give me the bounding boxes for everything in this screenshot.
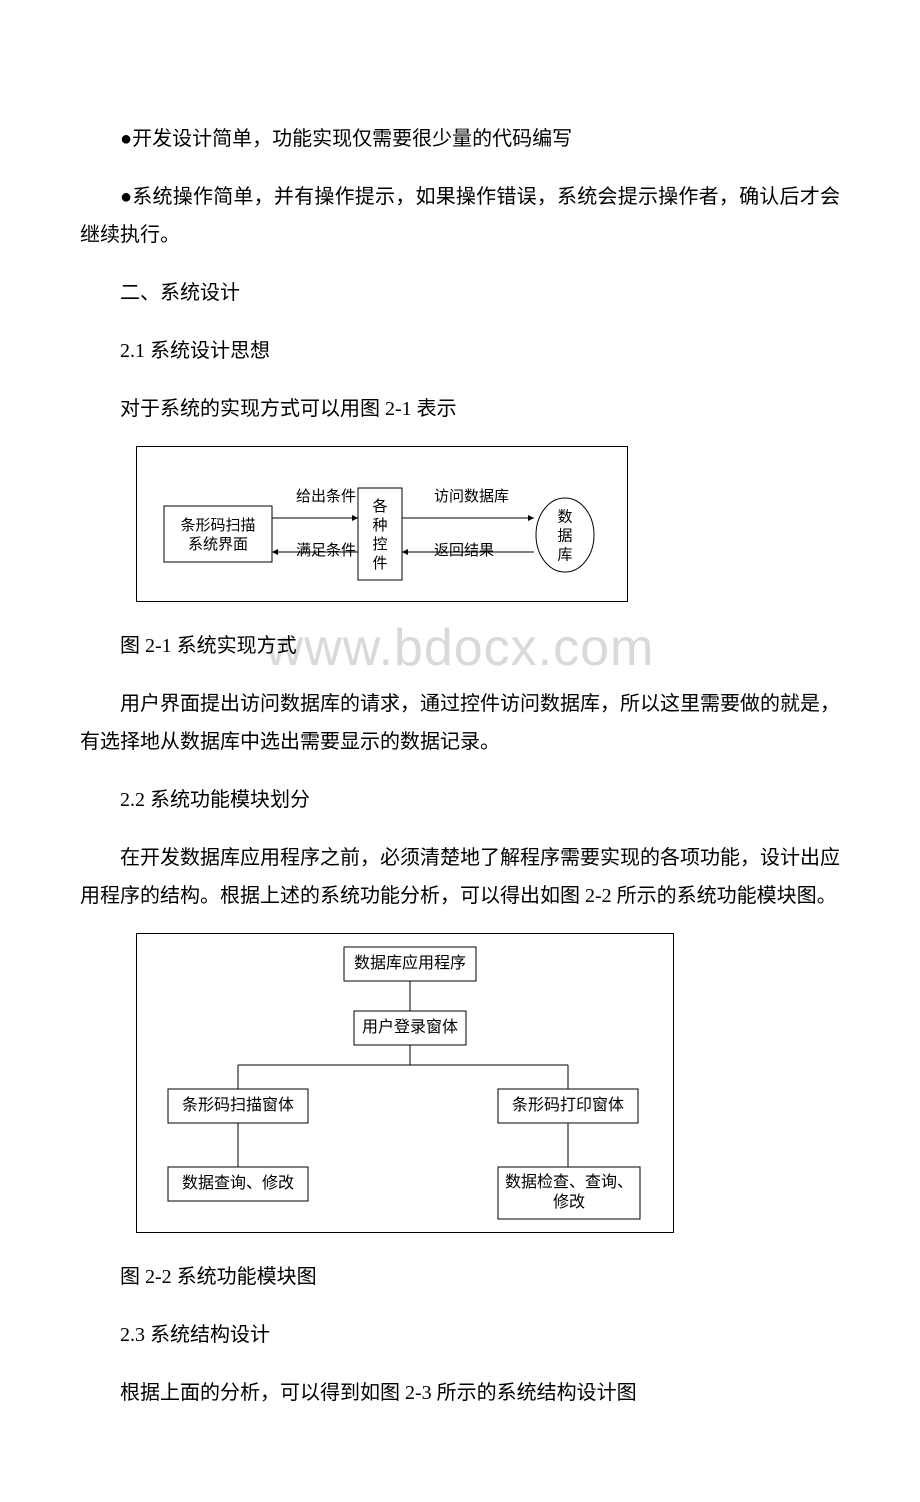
svg-text:库: 库 (557, 547, 572, 564)
figure-caption: 图 2-1 系统实现方式 (80, 627, 840, 665)
svg-text:条形码打印窗体: 条形码打印窗体 (512, 1096, 624, 1114)
subsection-heading: 2.3 系统结构设计 (80, 1316, 840, 1354)
body-text: 用户界面提出访问数据库的请求，通过控件访问数据库，所以这里需要做的就是，有选择地… (80, 685, 840, 761)
diagram-svg: 数据库应用程序用户登录窗体条形码扫描窗体 条形码打印窗体数据查询、修改 数据检查、查… (136, 933, 674, 1233)
svg-text:据: 据 (557, 528, 572, 545)
svg-text:数据查询、修改: 数据查询、修改 (182, 1174, 294, 1192)
figure-caption: 图 2-2 系统功能模块图 (80, 1258, 840, 1296)
svg-text:条形码扫描窗体: 条形码扫描窗体 (182, 1096, 294, 1114)
body-text: 对于系统的实现方式可以用图 2-1 表示 (80, 390, 840, 428)
svg-text:控: 控 (372, 536, 387, 553)
section-heading: 二、系统设计 (80, 274, 840, 312)
svg-text:修改: 修改 (553, 1193, 585, 1211)
diagram-svg: 条形码扫描系统界面 各种控件 数据库 给出条件满足条件 访问数据库返回结果 (136, 446, 628, 602)
bullet-point: ●开发设计简单，功能实现仅需要很少量的代码编写 (80, 120, 840, 158)
svg-text:各: 各 (372, 498, 387, 515)
svg-text:种: 种 (372, 517, 387, 534)
figure-2-1: 条形码扫描系统界面 各种控件 数据库 给出条件满足条件 访问数据库返回结果 (136, 446, 840, 607)
svg-text:访问数据库: 访问数据库 (434, 488, 509, 505)
svg-text:满足条件: 满足条件 (296, 542, 356, 559)
bullet-point: ●系统操作简单，并有操作提示，如果操作错误，系统会提示操作者，确认后才会继续执行… (80, 178, 840, 254)
body-text: 根据上面的分析，可以得到如图 2-3 所示的系统结构设计图 (80, 1374, 840, 1412)
svg-text:数据检查、查询、: 数据检查、查询、 (505, 1173, 633, 1191)
svg-text:条形码扫描: 条形码扫描 (180, 517, 255, 534)
svg-text:数据库应用程序: 数据库应用程序 (354, 953, 466, 972)
svg-text:件: 件 (372, 555, 387, 572)
svg-text:用户登录窗体: 用户登录窗体 (362, 1018, 458, 1036)
svg-text:系统界面: 系统界面 (188, 536, 248, 553)
figure-2-2: 数据库应用程序用户登录窗体条形码扫描窗体 条形码打印窗体数据查询、修改 数据检查、查… (136, 933, 840, 1238)
svg-text:数: 数 (557, 509, 572, 526)
body-text: 在开发数据库应用程序之前，必须清楚地了解程序需要实现的各项功能，设计出应用程序的… (80, 839, 840, 915)
svg-text:给出条件: 给出条件 (296, 488, 356, 505)
subsection-heading: 2.2 系统功能模块划分 (80, 781, 840, 819)
subsection-heading: 2.1 系统设计思想 (80, 332, 840, 370)
svg-text:返回结果: 返回结果 (434, 542, 494, 559)
document-body: ●开发设计简单，功能实现仅需要很少量的代码编写 ●系统操作简单，并有操作提示，如… (80, 120, 840, 1412)
